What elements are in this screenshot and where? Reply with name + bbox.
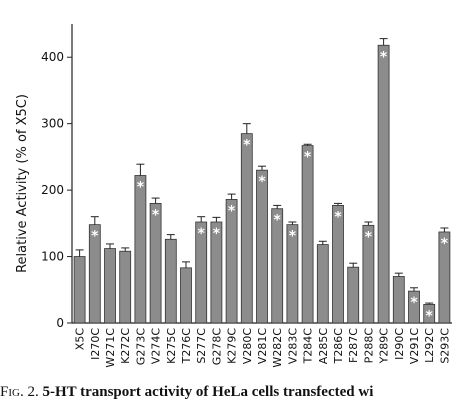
bar <box>256 169 268 324</box>
error-bar <box>166 234 175 240</box>
error-bar <box>334 202 342 206</box>
x-tick-label: T286C <box>332 328 345 365</box>
bar <box>377 44 390 324</box>
y-tick-label: 400 <box>41 50 64 64</box>
significance-marker: * <box>91 229 99 245</box>
x-tick-label: I290C <box>393 328 406 360</box>
caption-text: 5-HT transport activity of HeLa cells tr… <box>42 384 373 400</box>
error-bar <box>197 216 206 223</box>
bar <box>347 266 360 324</box>
x-tick-label: V274C <box>150 328 163 365</box>
x-tick-label: L292C <box>423 328 436 363</box>
caption-label: Fig. 2. <box>0 384 39 400</box>
error-bar <box>349 262 358 268</box>
error-bar <box>242 123 251 134</box>
bar <box>73 256 86 324</box>
x-tick-label: A285C <box>317 328 330 365</box>
error-bar <box>410 287 418 292</box>
x-tick-label: V283C <box>286 328 299 365</box>
bar <box>392 276 405 324</box>
error-bar <box>288 221 297 225</box>
error-bar <box>121 247 130 252</box>
error-bar <box>75 249 84 257</box>
significance-marker: * <box>334 209 342 225</box>
caption: Fig. 2. 5-HT transport activity of HeLa … <box>0 384 373 400</box>
x-tick-label: X5C <box>74 328 87 351</box>
x-tick-label: W282C <box>271 328 284 368</box>
bar <box>240 133 253 324</box>
x-tick-label: G273C <box>134 328 147 366</box>
significance-marker: * <box>198 226 206 242</box>
significance-marker: * <box>304 150 312 166</box>
bar <box>316 244 329 324</box>
x-tick-label: I270C <box>89 328 102 360</box>
error-bar <box>273 204 282 209</box>
x-tick-label: V281C <box>256 328 269 365</box>
significance-marker: * <box>426 308 434 324</box>
error-bar <box>318 240 327 245</box>
x-tick-label: S277C <box>195 328 208 364</box>
x-tick-label: S293C <box>438 328 451 364</box>
significance-marker: * <box>274 213 282 229</box>
error-bar <box>90 216 99 225</box>
error-bar <box>379 38 388 46</box>
significance-marker: * <box>243 138 251 154</box>
x-tick-label: K272C <box>119 328 132 364</box>
y-tick-label: 200 <box>41 183 64 197</box>
y-tick-label: 100 <box>41 250 64 264</box>
error-bar <box>182 261 190 268</box>
x-tick-label: T276C <box>180 328 193 365</box>
x-tick-label: T284C <box>302 328 315 365</box>
error-bar <box>394 272 403 277</box>
x-tick-label: P288C <box>362 328 375 364</box>
significance-marker: * <box>365 229 373 245</box>
significance-marker: * <box>213 226 221 242</box>
y-axis-label: Relative Activity (% of X5C) <box>15 94 30 273</box>
error-bar <box>106 243 114 249</box>
x-tick-label: V280C <box>241 328 254 365</box>
x-tick-label: V291C <box>408 328 421 365</box>
x-tick-label: G278C <box>210 328 223 366</box>
bar <box>134 175 147 324</box>
error-bar <box>227 193 236 200</box>
significance-marker: * <box>289 229 297 245</box>
x-tick-label: K275C <box>165 328 178 364</box>
significance-marker: * <box>152 207 160 223</box>
bar <box>180 267 192 324</box>
x-tick-label: Y289C <box>378 328 391 365</box>
error-bar <box>303 143 312 146</box>
error-bar <box>136 163 145 176</box>
error-bar <box>212 216 221 223</box>
y-tick-label: 0 <box>56 316 64 330</box>
x-tick-label: W271C <box>104 328 117 368</box>
significance-marker: * <box>228 203 236 219</box>
bar <box>119 250 132 324</box>
significance-marker: * <box>137 179 145 195</box>
error-bar <box>151 197 160 204</box>
bar <box>301 145 314 324</box>
x-tick-label: K279C <box>226 328 239 364</box>
bar <box>104 248 116 324</box>
bar <box>164 238 177 324</box>
significance-marker: * <box>258 174 266 190</box>
significance-marker: * <box>380 49 388 65</box>
significance-marker: * <box>410 295 418 311</box>
error-bar <box>258 165 266 171</box>
x-tick-label: F287C <box>347 328 360 363</box>
significance-marker: * <box>441 236 449 252</box>
error-bar <box>364 221 373 226</box>
y-tick-label: 300 <box>41 117 64 131</box>
error-bar <box>440 227 449 232</box>
error-bar <box>425 302 434 305</box>
